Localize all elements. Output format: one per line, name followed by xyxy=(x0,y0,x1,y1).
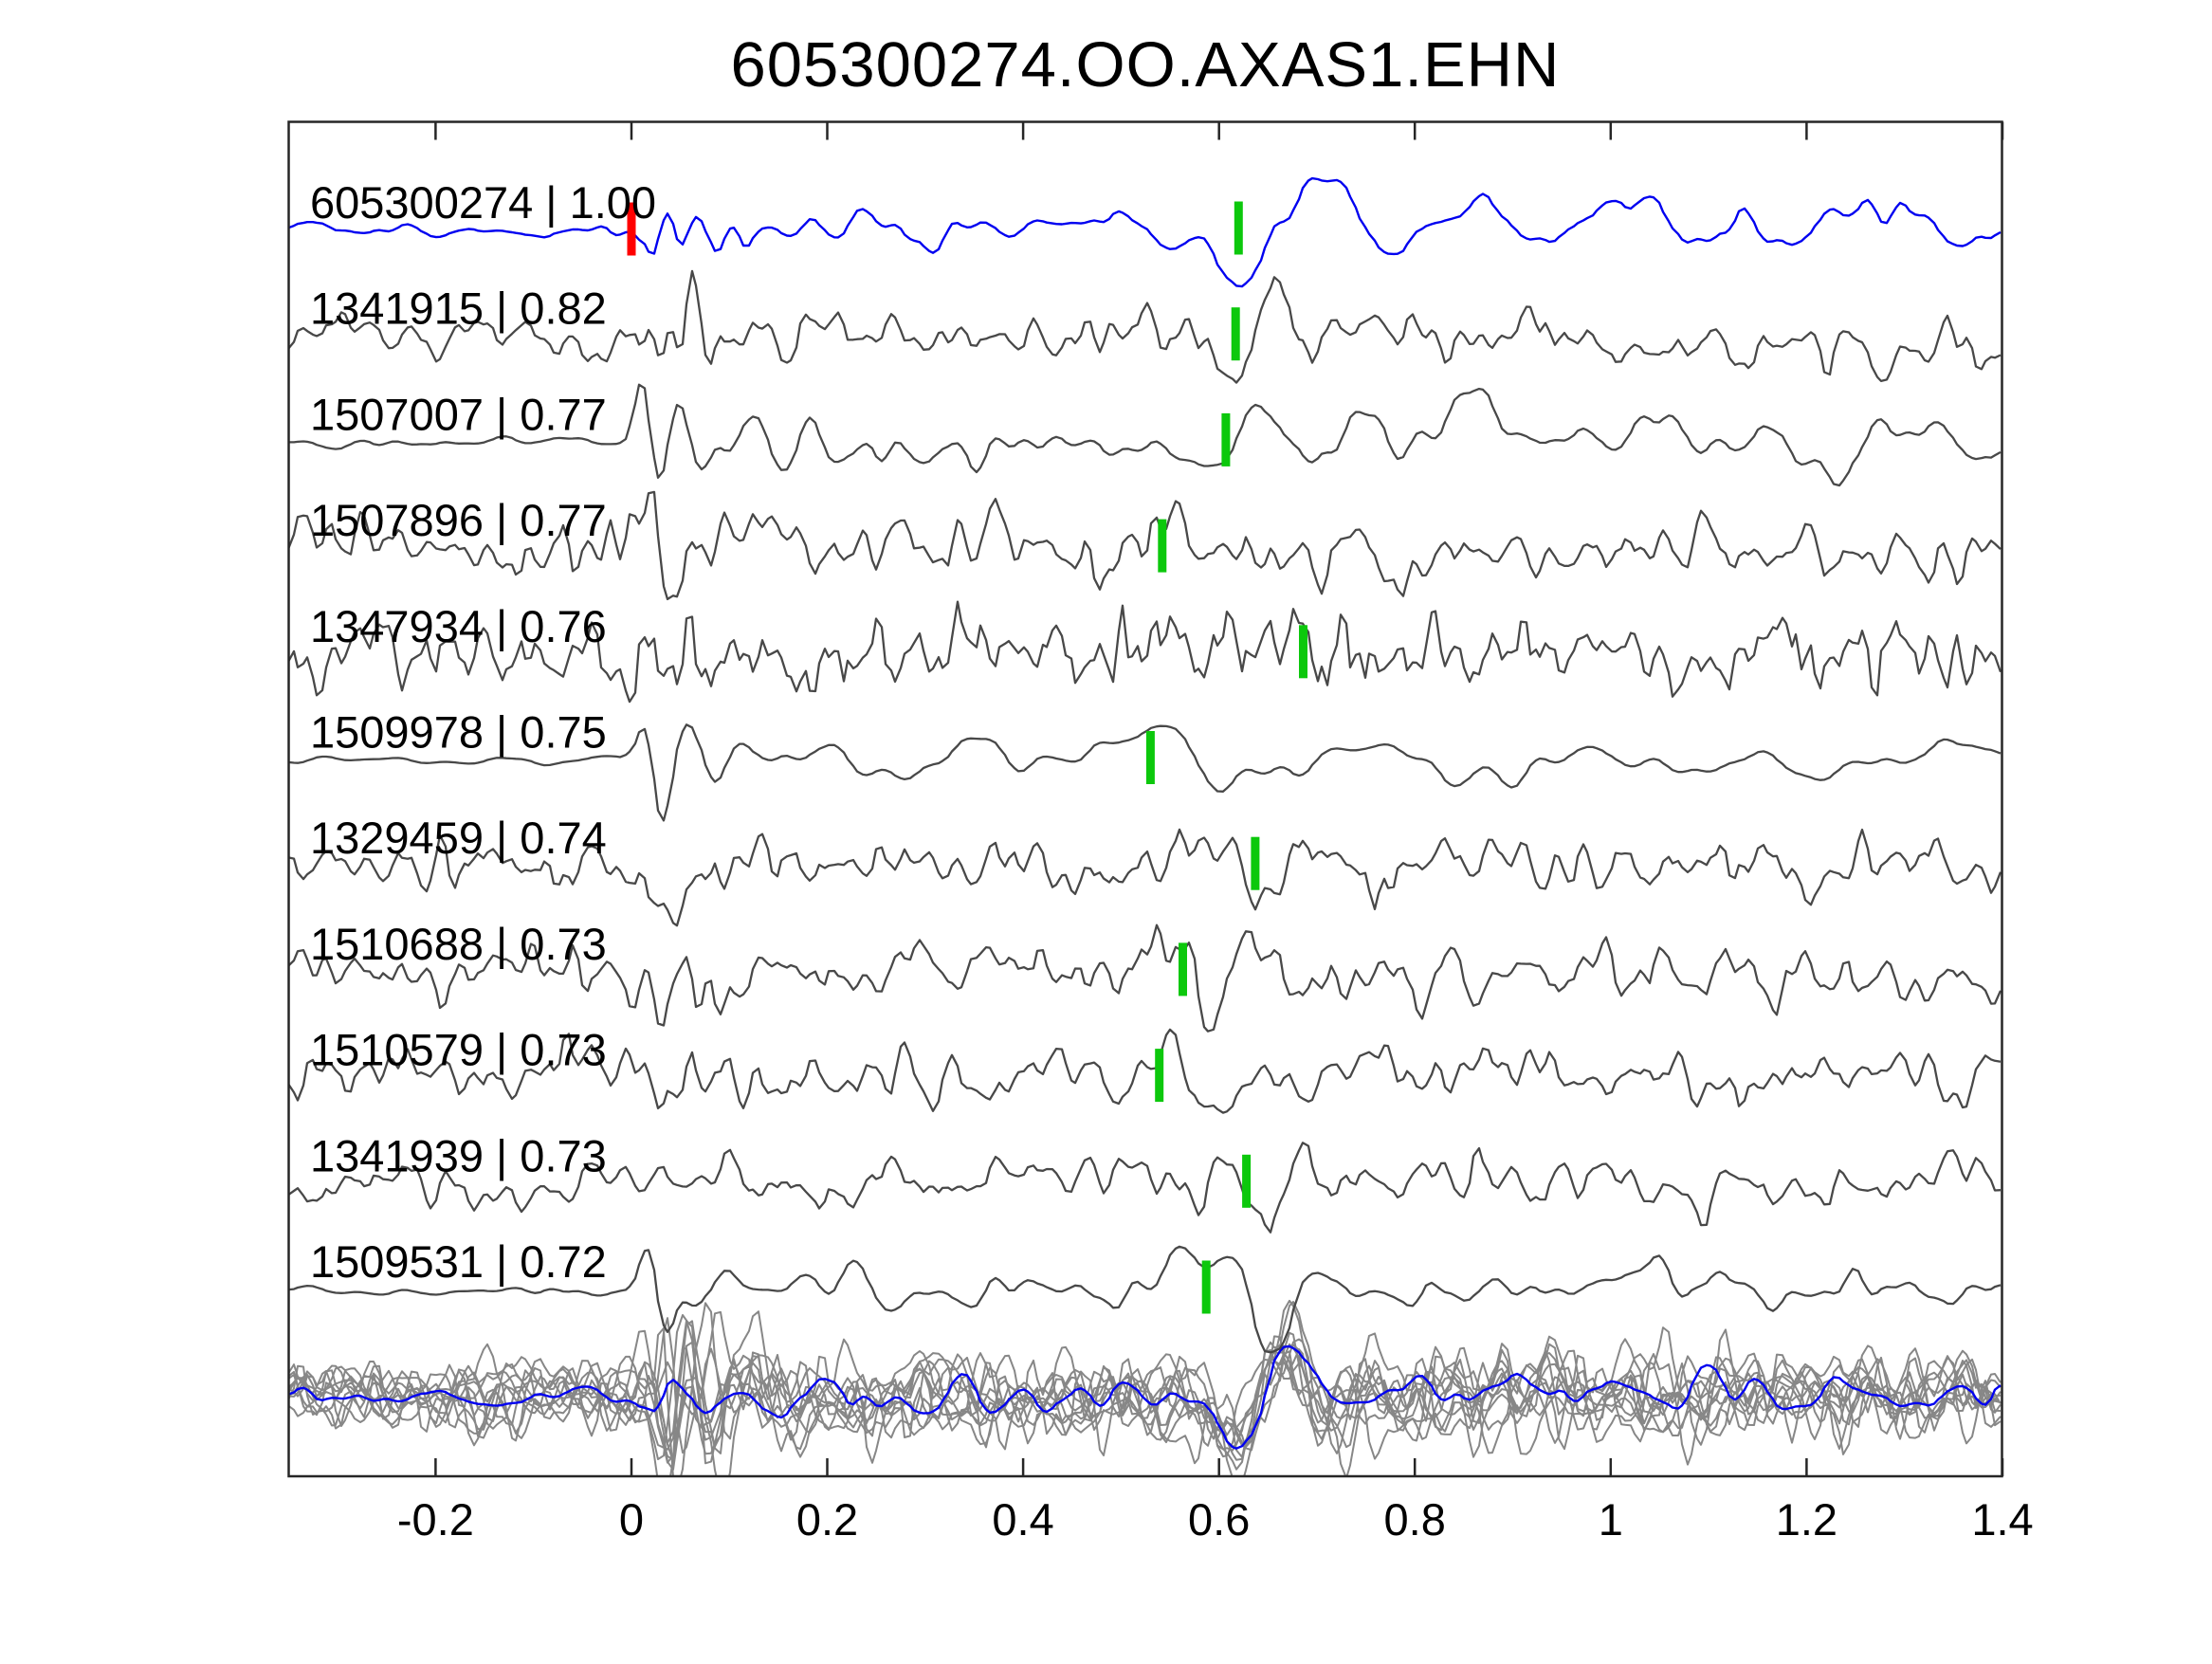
svg-text:1347934 | 0.76: 1347934 | 0.76 xyxy=(310,601,607,651)
svg-text:1341939 | 0.73: 1341939 | 0.73 xyxy=(310,1130,607,1180)
svg-text:1509531 | 0.72: 1509531 | 0.72 xyxy=(310,1236,607,1287)
svg-text:0: 0 xyxy=(619,1494,644,1545)
svg-text:1.2: 1.2 xyxy=(1776,1494,1837,1545)
svg-text:1510579 | 0.73: 1510579 | 0.73 xyxy=(310,1025,607,1075)
svg-text:1507896 | 0.77: 1507896 | 0.77 xyxy=(310,495,607,545)
svg-text:605300274.OO.AXAS1.EHN: 605300274.OO.AXAS1.EHN xyxy=(731,29,1561,101)
svg-text:1.4: 1.4 xyxy=(1971,1494,2033,1545)
svg-text:-0.2: -0.2 xyxy=(397,1494,474,1545)
svg-text:1341915 | 0.82: 1341915 | 0.82 xyxy=(310,283,607,334)
svg-text:1510688 | 0.73: 1510688 | 0.73 xyxy=(310,919,607,969)
svg-text:0.2: 0.2 xyxy=(796,1494,858,1545)
svg-text:1329459 | 0.74: 1329459 | 0.74 xyxy=(310,813,607,863)
svg-text:1: 1 xyxy=(1599,1494,1623,1545)
svg-text:1507007 | 0.77: 1507007 | 0.77 xyxy=(310,389,607,439)
svg-text:0.8: 0.8 xyxy=(1384,1494,1446,1545)
svg-text:0.4: 0.4 xyxy=(992,1494,1053,1545)
svg-text:605300274 | 1.00: 605300274 | 1.00 xyxy=(310,177,656,228)
svg-text:1509978 | 0.75: 1509978 | 0.75 xyxy=(310,707,607,758)
svg-text:0.6: 0.6 xyxy=(1188,1494,1250,1545)
